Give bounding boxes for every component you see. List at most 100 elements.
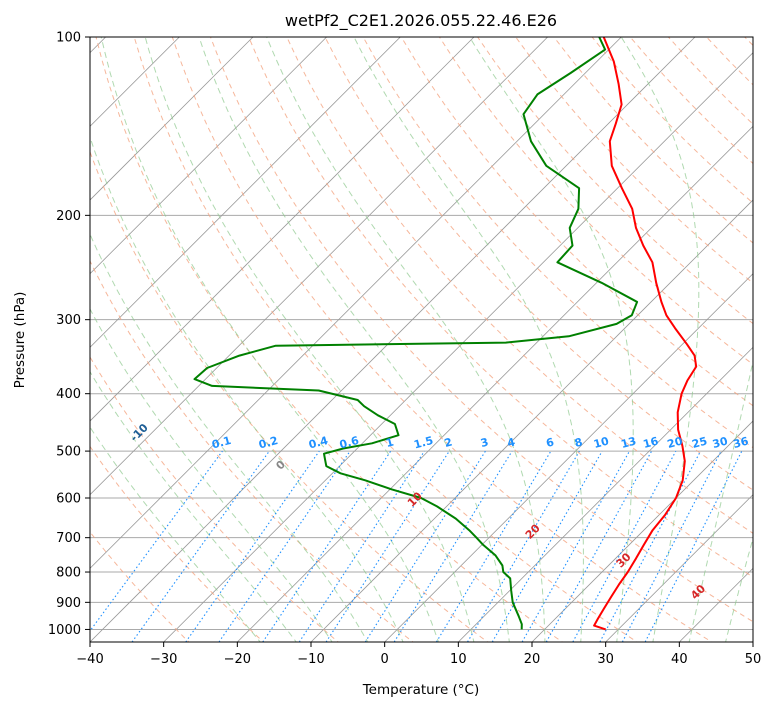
isotherm-line [90, 37, 475, 422]
isotherm-line [531, 420, 753, 642]
mixing-ratio-label: 36 [732, 434, 750, 451]
mixing-ratio-line [621, 450, 722, 642]
isotherm-line [384, 273, 753, 642]
mixing-ratio-line [262, 450, 392, 642]
mixing-ratio-line [90, 450, 223, 632]
x-tick-label: −40 [76, 652, 103, 667]
moist-adiabat [144, 37, 475, 642]
mixing-ratio-line [599, 450, 702, 642]
x-tick-label: −20 [224, 652, 251, 667]
dry-adiabat [90, 150, 489, 642]
moist-adiabat [353, 37, 584, 642]
mixing-ratio-label: 30 [711, 434, 729, 451]
y-axis-label: Pressure (hPa) [12, 292, 28, 389]
mixing-ratio-label: 1 [384, 435, 395, 450]
dry-adiabat-label: -10 [128, 421, 151, 444]
mixing-ratio-label: 16 [642, 434, 660, 451]
isotherm-grid [90, 37, 753, 642]
x-tick-label: 40 [671, 652, 688, 667]
temperature-line [593, 37, 698, 631]
mixing-ratio-label: 2 [443, 435, 454, 450]
moist-adiabat [90, 308, 333, 642]
dry-adiabat [210, 37, 753, 623]
dry-adiabat [248, 37, 753, 578]
mixing-ratio-label: 1.5 [412, 434, 434, 452]
dry-adiabat [90, 445, 265, 642]
x-tick-label: 30 [597, 652, 614, 667]
isotherm-line [90, 37, 254, 201]
isotherm-line [90, 37, 327, 275]
mixing-ratio-line [545, 450, 653, 642]
mixing-ratio-line [435, 450, 552, 642]
x-tick-label: −10 [297, 652, 324, 667]
mixing-ratio-line [185, 450, 320, 642]
y-tick-label: 300 [56, 313, 81, 328]
mixing-ratio-line [572, 450, 677, 642]
plot-frame [89, 36, 754, 643]
isotherm-line [90, 37, 696, 642]
isotherm-line [90, 37, 401, 348]
x-tick-label: −30 [150, 652, 177, 667]
moist-adiabat [725, 536, 753, 642]
mixing-ratio-label: 20 [666, 434, 684, 451]
mixing-ratio-label: 0.4 [307, 434, 330, 452]
sounding-series [193, 37, 698, 631]
y-tick-label: 500 [56, 445, 81, 460]
y-tick-label: 600 [56, 492, 81, 507]
moist-adiabat-label: 20 [523, 521, 543, 541]
isobar-grid [90, 37, 753, 630]
moist-adiabat [266, 37, 546, 642]
isotherm-line [458, 346, 753, 642]
moist-adiabat [90, 135, 404, 642]
moist-adiabat-label: 40 [688, 582, 708, 602]
x-axis-ticks: −40 −30 −20 −10 0 10 20 30 40 50 [76, 642, 761, 667]
isotherm-line [90, 37, 622, 569]
moist-adiabat [620, 37, 700, 642]
dry-adiabats [90, 37, 753, 642]
mixing-ratio-line [393, 450, 513, 642]
y-tick-label: 400 [56, 387, 81, 402]
mixing-ratio-line [364, 450, 486, 642]
mixing-ratio-label: 25 [691, 434, 709, 451]
mixing-ratio-line [218, 450, 351, 642]
dry-adiabat [438, 37, 753, 366]
isotherm-line [90, 37, 548, 496]
mixing-ratio-label: 4 [506, 435, 517, 450]
mixing-ratio-label: 10 [592, 434, 610, 451]
line-labels: 0.10.20.40.611.52346810131620253036-100-… [128, 421, 751, 602]
mixing-ratio-line [491, 450, 603, 642]
dry-adiabat [515, 37, 753, 284]
moist-adiabat-label: 10 [405, 489, 425, 509]
mixing-ratio-label: 3 [479, 435, 490, 450]
dry-adiabat [90, 531, 190, 642]
dry-adiabat [90, 259, 414, 642]
x-tick-label: 10 [450, 652, 467, 667]
y-tick-label: 200 [56, 209, 81, 224]
y-tick-label: 700 [56, 531, 81, 546]
moist-adiabats [90, 37, 753, 642]
dry-adiabat [95, 37, 564, 642]
mixing-ratio-line [467, 450, 580, 642]
moist-adiabat [90, 370, 297, 642]
isotherm-line [237, 125, 753, 642]
x-tick-label: 50 [745, 652, 762, 667]
moist-adiabat [198, 37, 510, 642]
isotherm-line [679, 567, 753, 642]
mixing-ratio-lines [90, 450, 743, 642]
x-tick-label: 20 [524, 652, 541, 667]
y-tick-label: 1000 [48, 623, 81, 638]
y-tick-label: 100 [56, 31, 81, 46]
y-axis-ticks: 100 200 300 400 500 600 700 800 900 1000 [48, 31, 90, 638]
mixing-ratio-line [644, 450, 743, 642]
moist-adiabat [688, 358, 753, 642]
moist-adiabat [90, 232, 369, 642]
dry-adiabat [171, 37, 713, 642]
mixing-ratio-line [325, 450, 450, 642]
dry-adiabat [553, 37, 753, 244]
dry-adiabat [324, 37, 753, 491]
mixing-ratio-label: 13 [620, 434, 638, 451]
isotherm-line [163, 52, 753, 642]
mixing-ratio-label: 8 [573, 435, 584, 450]
chart-title: wetPf2_C2E1.2026.055.22.46.E26 [285, 11, 557, 31]
